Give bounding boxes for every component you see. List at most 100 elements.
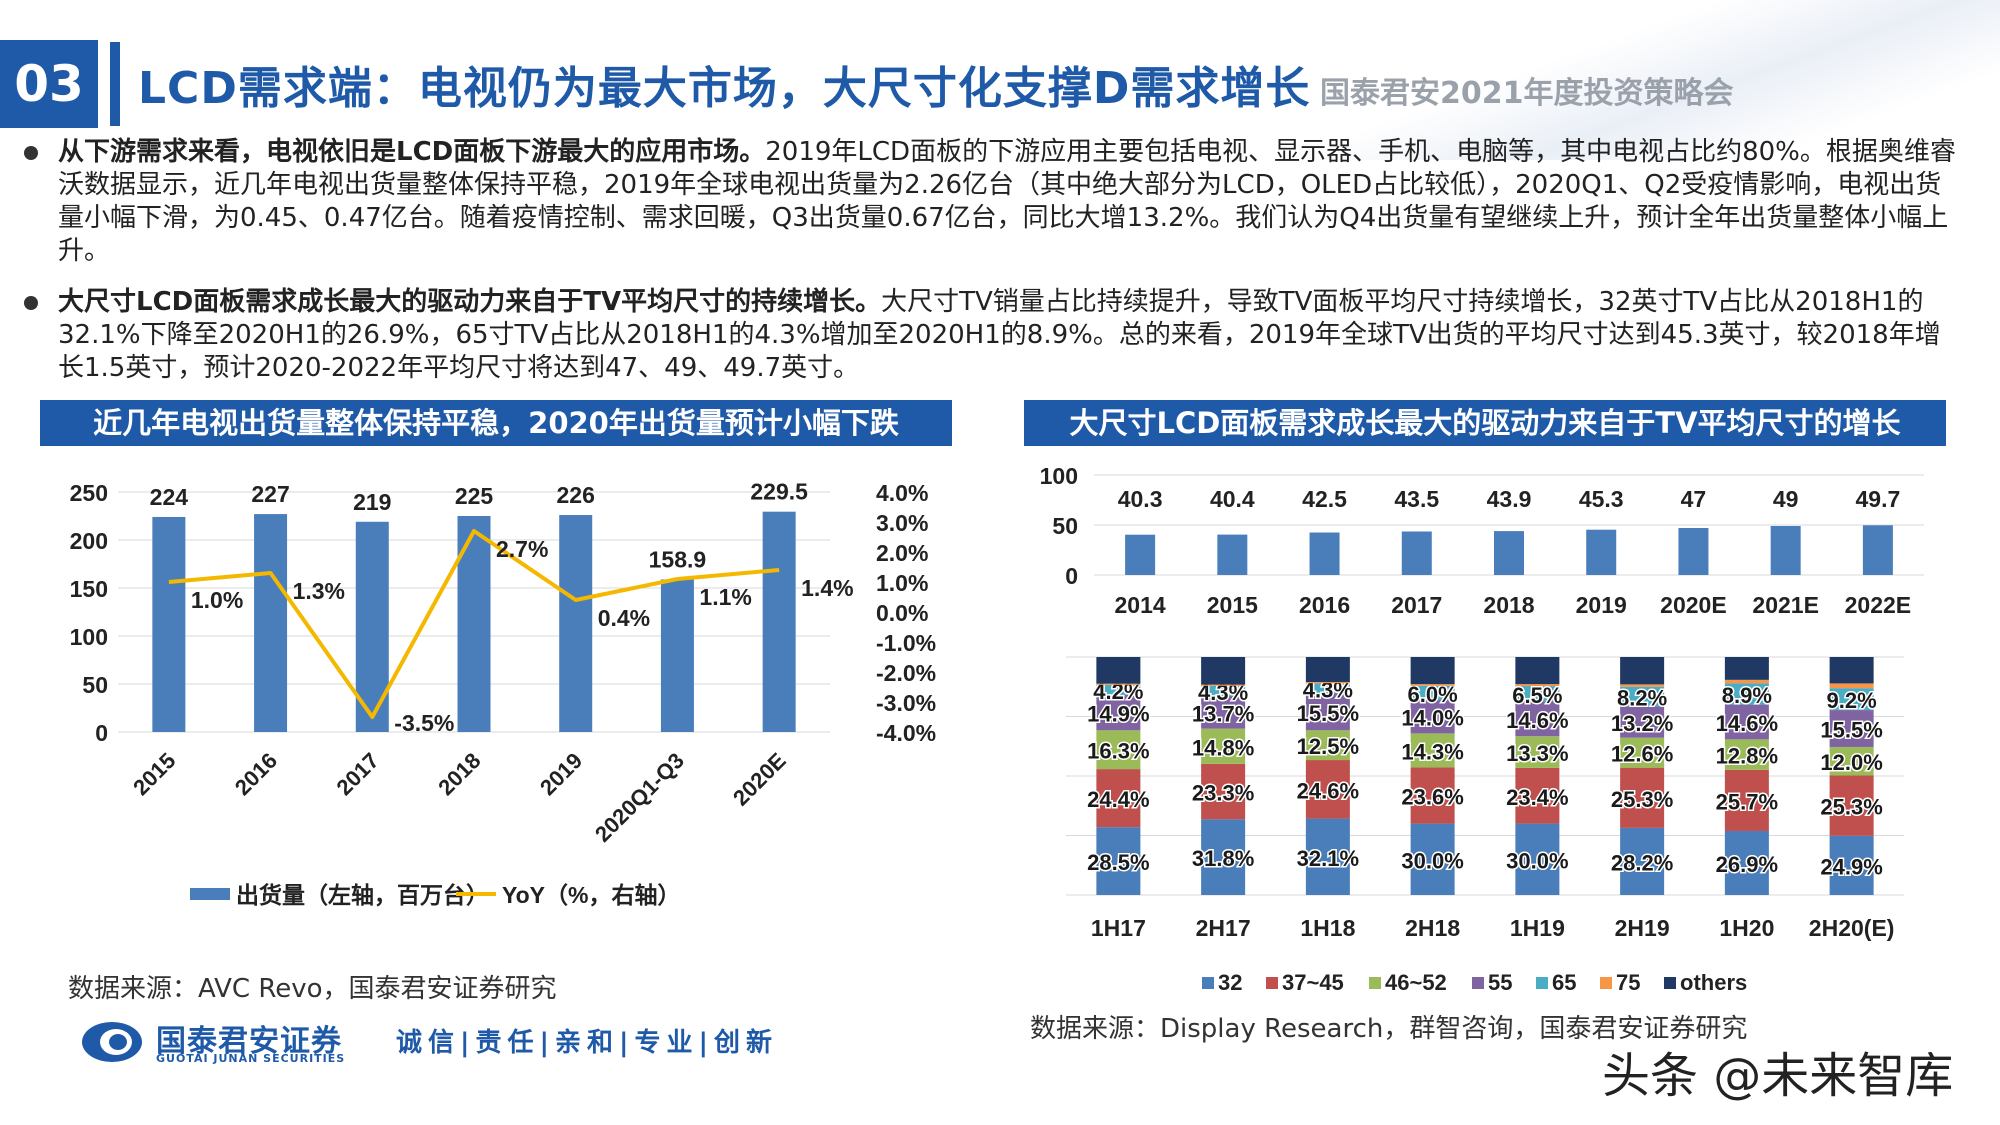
segment-label: 30.0%	[1401, 848, 1463, 873]
stack-segment	[1096, 657, 1141, 684]
yoy-label: 1.3%	[293, 578, 345, 604]
legend-label: 46~52	[1385, 970, 1447, 995]
x-tick-label: 2017	[1391, 592, 1442, 618]
right-chart-header: 大尺寸LCD面板需求成长最大的驱动力来自于TV平均尺寸的增长	[1024, 400, 1946, 446]
x-tick-label: 2016	[1299, 592, 1350, 618]
bar	[660, 579, 694, 732]
segment-label: 28.5%	[1087, 850, 1149, 875]
segment-label: 14.3%	[1401, 739, 1463, 764]
segment-label: 31.8%	[1192, 846, 1254, 871]
size-bar	[1309, 532, 1340, 575]
segment-label: 15.5%	[1297, 701, 1359, 726]
x-tick-label: 2H19	[1615, 915, 1670, 941]
bar-value-label: 225	[455, 483, 494, 509]
bar-value-label: 158.9	[649, 546, 707, 572]
header-background	[1240, 0, 2000, 160]
segment-label: 13.7%	[1192, 701, 1254, 726]
bullet-icon	[24, 296, 38, 310]
y-tick-label: 100	[1040, 463, 1078, 489]
stack-segment	[1096, 683, 1141, 685]
bar-value-label: 224	[150, 484, 189, 510]
stack-segment	[1410, 767, 1455, 824]
stack-segment	[1515, 686, 1560, 702]
x-tick-label: 2020E	[1660, 592, 1727, 618]
segment-label: 16.3%	[1087, 739, 1149, 764]
stack-segment	[1829, 835, 1874, 895]
yoy-label: -3.5%	[394, 710, 454, 736]
y-tick-label: 250	[70, 480, 108, 506]
company-name-en: GUOTAI JUNAN SECURITIES	[156, 1052, 346, 1065]
legend-swatch	[1664, 977, 1676, 989]
segment-label: 25.3%	[1611, 787, 1673, 812]
stack-segment	[1410, 657, 1455, 685]
size-value-label: 43.5	[1394, 486, 1439, 512]
stack-segment	[1305, 760, 1350, 819]
left-chart-header: 近几年电视出货量整体保持平稳，2020年出货量预计小幅下跌	[40, 400, 952, 446]
right-chart-source: 数据来源：Display Research，群智咨询，国泰君安证券研究	[1030, 1014, 1748, 1044]
x-tick-label: 2018	[433, 748, 485, 800]
stack-segment	[1096, 730, 1141, 770]
segment-label: 12.5%	[1297, 734, 1359, 759]
x-tick-label: 2021E	[1752, 592, 1819, 618]
bar-value-label: 219	[353, 489, 391, 515]
stack-segment	[1620, 767, 1665, 828]
stack-segment	[1620, 684, 1665, 687]
stack-segment	[1620, 686, 1665, 707]
x-tick-label: 1H18	[1300, 915, 1355, 941]
watermark: 头条 @未来智库	[1602, 1048, 1954, 1104]
segment-label: 8.9%	[1722, 683, 1772, 708]
stack-segment	[1410, 685, 1455, 701]
bar	[559, 515, 593, 732]
stack-segment	[1305, 683, 1350, 694]
segment-label: 25.7%	[1716, 789, 1778, 814]
size-bar	[1586, 529, 1617, 575]
tv-size-charts: 100 50 0 40.3 2014 40.4 2015 42.5 2016 43.5 2017 43…	[1040, 463, 1924, 995]
stack-segment	[1305, 657, 1350, 682]
left-chart-source: 数据来源：AVC Revo，国泰君安证券研究	[68, 974, 557, 1004]
size-value-label: 40.4	[1210, 486, 1255, 512]
legend-label: 32	[1218, 970, 1242, 995]
size-value-label: 43.9	[1487, 486, 1532, 512]
legend-label: others	[1680, 970, 1747, 995]
size-value-label: 49.7	[1856, 486, 1901, 512]
footer: 国泰君安证券 GUOTAI JUNAN SECURITIES 诚信|责任|亲和|…	[80, 1012, 880, 1072]
segment-label: 14.8%	[1192, 735, 1254, 760]
company-motto: 诚信|责任|亲和|专业|创新	[396, 1028, 778, 1058]
segment-label: 14.6%	[1716, 711, 1778, 736]
segment-label: 9.2%	[1827, 688, 1877, 713]
y-tick-label: 0	[95, 720, 108, 746]
segment-label: 28.2%	[1611, 850, 1673, 875]
bar	[762, 511, 796, 732]
y2-tick-label: 4.0%	[876, 480, 928, 506]
legend-swatch	[1472, 977, 1484, 989]
legend-swatch-bar	[190, 888, 230, 900]
conference-name: 国泰君安2021年度投资策略会	[1320, 76, 1734, 111]
segment-label: 12.0%	[1820, 750, 1882, 775]
segment-label: 25.3%	[1820, 795, 1882, 820]
legend-swatch	[1536, 977, 1548, 989]
stack-segment	[1829, 688, 1874, 711]
stack-segment	[1201, 657, 1246, 685]
company-logo-icon	[82, 1022, 142, 1062]
legend-label: 55	[1488, 970, 1512, 995]
yoy-label: 1.4%	[801, 575, 853, 601]
stack-segment	[1515, 767, 1560, 824]
segment-label: 26.9%	[1716, 852, 1778, 877]
stack-segment	[1305, 818, 1350, 895]
stack-segment	[1829, 746, 1874, 776]
x-tick-label: 1H17	[1091, 915, 1146, 941]
page-title: LCD需求端：电视仍为最大市场，大尺寸化支撑D需求增长	[138, 63, 1311, 114]
size-bar	[1678, 528, 1709, 575]
paragraph-2: 大尺寸LCD面板需求成长最大的驱动力来自于TV平均尺寸的持续增长。大尺寸TV销量…	[24, 286, 1958, 385]
stack-segment	[1829, 683, 1874, 689]
yoy-label: 1.1%	[699, 584, 751, 610]
stack-segment	[1096, 694, 1141, 731]
segment-label: 32.1%	[1297, 846, 1359, 871]
stack-segment	[1515, 736, 1560, 768]
legend-label: 37~45	[1282, 970, 1344, 995]
segment-label: 30.0%	[1506, 848, 1568, 873]
x-tick-label: 2H20(E)	[1809, 915, 1895, 941]
legend-swatch	[1600, 977, 1612, 989]
x-tick-label: 2019	[1576, 592, 1627, 618]
size-bar	[1770, 526, 1801, 575]
